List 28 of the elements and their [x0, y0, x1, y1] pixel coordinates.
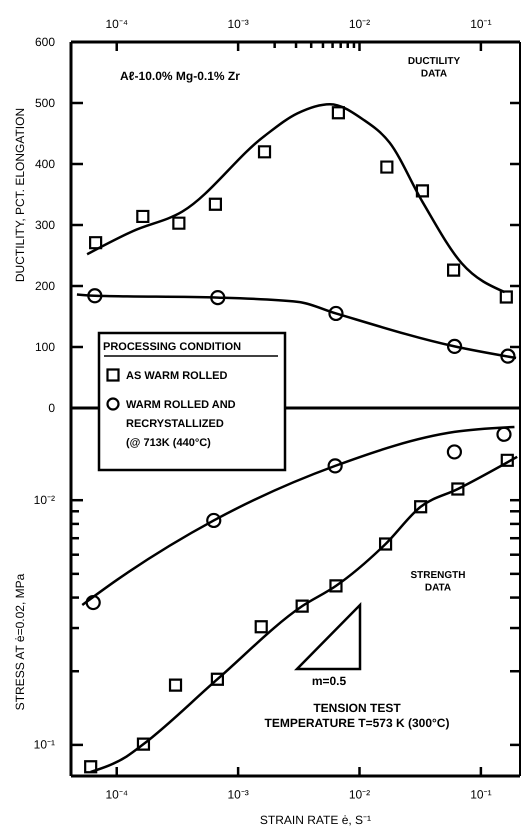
y-axis-title: DUCTILITY, PCT. ELONGATION: [13, 108, 27, 282]
annotation: m=0.5: [312, 674, 347, 688]
x-tick-label: 10⁻³: [227, 788, 249, 802]
x-tick-label: 10⁻³: [227, 17, 249, 31]
x-tick-label: 10⁻²: [348, 17, 370, 31]
x-tick-label: 10⁻¹: [470, 17, 492, 31]
x-tick-label: 10⁻¹: [470, 788, 492, 802]
y-axis-title: STRESS AT ė=0.02, MPa: [13, 573, 27, 710]
y-tick-label: 500: [34, 96, 56, 110]
x-tick-label: 10⁻⁴: [105, 788, 128, 802]
legend-label: WARM ROLLED AND RECRYSTALLIZED (@ 713K (440°C): [126, 399, 236, 449]
legend-label: AS WARM ROLLED: [126, 370, 228, 382]
y-tick-label: 100: [34, 340, 56, 354]
x-tick-label: 10⁻²: [348, 788, 370, 802]
y-tick-label: 400: [34, 156, 56, 171]
y-tick-label: 600: [34, 34, 56, 49]
y-tick-label: 0: [48, 400, 56, 415]
annotation: DUCTILITY DATA: [408, 56, 460, 80]
y-tick-label: 200: [34, 278, 56, 293]
legend-title: PROCESSING CONDITION: [103, 341, 242, 353]
x-tick-label: 10⁻⁴: [105, 17, 128, 31]
annotation: Aℓ-10.0% Mg-0.1% Zr: [120, 69, 240, 83]
annotation: TENSION TEST TEMPERATURE T=573 K (300°C): [264, 701, 450, 730]
y-tick-label: 10⁻¹: [34, 738, 56, 752]
x-axis-title: STRAIN RATE ė, S⁻¹: [260, 813, 372, 827]
y-tick-label: 300: [34, 218, 56, 232]
y-tick-label: 10⁻²: [34, 493, 56, 508]
annotation: STRENGTH DATA: [410, 570, 466, 594]
